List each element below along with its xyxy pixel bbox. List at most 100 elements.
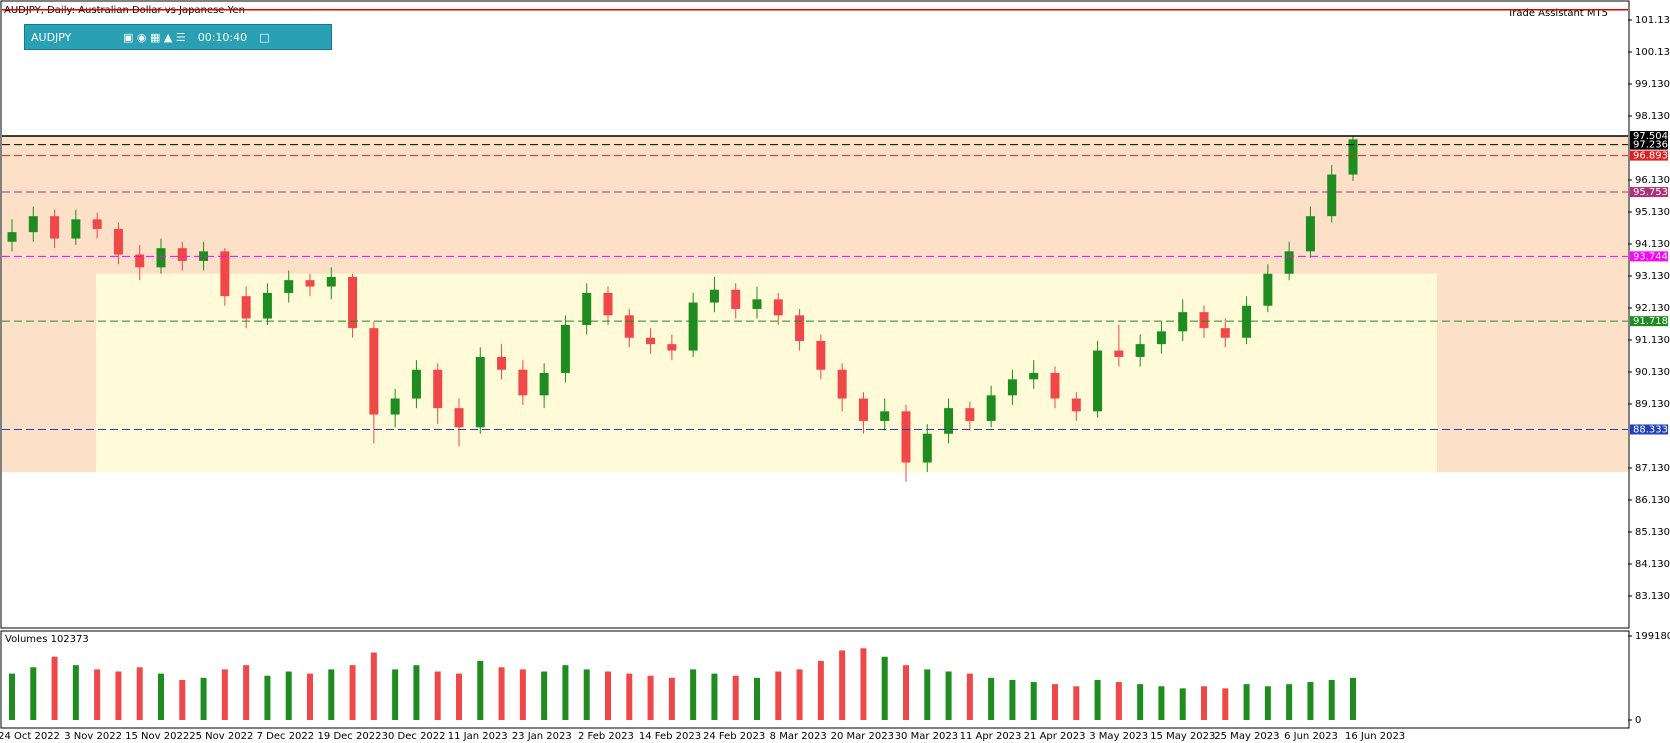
candle-body: [922, 433, 932, 463]
symbol[interactable]: AUDJPY: [31, 30, 72, 44]
volume-bar: [179, 679, 186, 721]
volume-bar: [775, 671, 782, 721]
volume-bar: [519, 669, 526, 721]
candle-body: [156, 248, 166, 268]
volume-bar: [434, 671, 441, 721]
volume-bar: [243, 665, 250, 721]
candle-body: [624, 315, 634, 338]
y-tick-label: 96.130: [1635, 175, 1670, 186]
volume-bar: [966, 673, 973, 721]
level-tag: [1630, 424, 1668, 435]
volume-bar: [1243, 684, 1250, 721]
window-button[interactable]: □: [259, 30, 270, 44]
candle-body: [1007, 379, 1017, 396]
x-tick-label: 15 Nov 2022: [125, 731, 189, 742]
volume-bar: [1052, 684, 1058, 721]
volume-bar: [732, 675, 739, 721]
volume-bar: [1158, 686, 1165, 721]
volume-bar: [668, 677, 675, 721]
volume-bar: [1115, 682, 1122, 721]
volume-bar: [1009, 679, 1016, 721]
volume-bar: [860, 648, 867, 721]
level-tag: [1630, 187, 1668, 198]
y-tick-label: 87.130: [1635, 463, 1670, 474]
candle-body: [965, 408, 975, 421]
candle-body: [475, 356, 485, 428]
volume-bar: [903, 665, 909, 721]
candle-body: [1305, 216, 1315, 252]
volume-bar: [221, 669, 228, 721]
volume-bar: [1307, 682, 1314, 721]
candle-body: [1178, 312, 1188, 332]
candle-body: [1327, 174, 1337, 217]
volume-bar: [51, 656, 58, 721]
volume-bar: [1073, 686, 1080, 721]
volume-bar: [583, 669, 590, 721]
y-tick-label: 101.130: [1635, 15, 1670, 26]
volume-bar: [924, 669, 931, 721]
x-tick-label: 30 Mar 2023: [895, 731, 958, 742]
candle-body: [241, 296, 251, 319]
volume-bar: [647, 675, 654, 721]
volume-bar: [1094, 679, 1101, 721]
x-tick-label: 21 Apr 2023: [1024, 731, 1086, 742]
volume-bar: [1179, 688, 1186, 721]
candle-body: [816, 340, 826, 370]
candle-body: [731, 289, 741, 309]
candle-body: [582, 292, 592, 325]
y-tick-label: 99.130: [1635, 79, 1670, 90]
y-tick-label: 100.130: [1635, 47, 1670, 58]
volume-bar: [1328, 679, 1335, 721]
level-label: 97.504: [1633, 131, 1668, 142]
volume-bar: [562, 665, 569, 721]
x-tick-label: 8 Mar 2023: [770, 731, 827, 742]
candle-body: [7, 232, 17, 242]
x-tick-label: 6 Jun 2023: [1284, 731, 1338, 742]
volume-bar: [115, 671, 122, 721]
y-tick-label: 93.130: [1635, 271, 1670, 282]
x-tick-label: 24 Oct 2022: [0, 731, 60, 742]
candle-body: [1348, 139, 1358, 175]
volume-bar: [264, 675, 271, 721]
candle-body: [518, 369, 528, 396]
candle-body: [603, 292, 613, 316]
volume-bar: [285, 671, 292, 721]
volume-bar: [477, 660, 484, 721]
candle-body: [709, 289, 719, 303]
x-tick-label: 20 Mar 2023: [831, 731, 894, 742]
x-tick-label: 25 May 2023: [1214, 731, 1279, 742]
vol-tick-label: 199180: [1635, 631, 1670, 642]
volume-bar: [1222, 688, 1229, 721]
background: [2, 136, 1628, 473]
x-tick-label: 14 Feb 2023: [639, 731, 701, 742]
candle-body: [1135, 344, 1145, 357]
candle-body: [1284, 251, 1294, 274]
volume-bar: [413, 665, 420, 721]
level-label: 95.753: [1633, 187, 1668, 198]
volume-bar: [817, 660, 824, 721]
candle-body: [71, 219, 81, 239]
candle-body: [837, 369, 847, 399]
candle-body: [28, 216, 38, 233]
candle-body: [773, 299, 783, 316]
y-tick-label: 83.130: [1635, 591, 1670, 602]
volume-bar: [392, 669, 399, 721]
volume-bar: [72, 665, 79, 721]
candle-body: [1093, 350, 1103, 412]
volume-bar: [9, 673, 15, 721]
candle-body: [858, 398, 868, 421]
icons[interactable]: ▣ ◉ ▦ ▲ ☰: [123, 30, 186, 44]
level-label: 88.333: [1633, 424, 1668, 435]
toolbar: AUDJPY ▣ ◉ ▦ ▲ ☰ 00:10:40 □: [24, 24, 332, 50]
level-tag: [1630, 150, 1668, 161]
candle-body: [1199, 312, 1209, 329]
candle-body: [390, 398, 400, 415]
volume-bar: [1264, 686, 1271, 721]
volume-bar: [945, 671, 952, 721]
volume-bar: [456, 673, 462, 721]
x-tick-label: 3 May 2023: [1089, 731, 1148, 742]
candle-body: [1242, 305, 1252, 338]
x-tick-label: 16 Jun 2023: [1345, 731, 1405, 742]
y-tick-label: 92.130: [1635, 303, 1670, 314]
volume-bar: [754, 677, 760, 721]
